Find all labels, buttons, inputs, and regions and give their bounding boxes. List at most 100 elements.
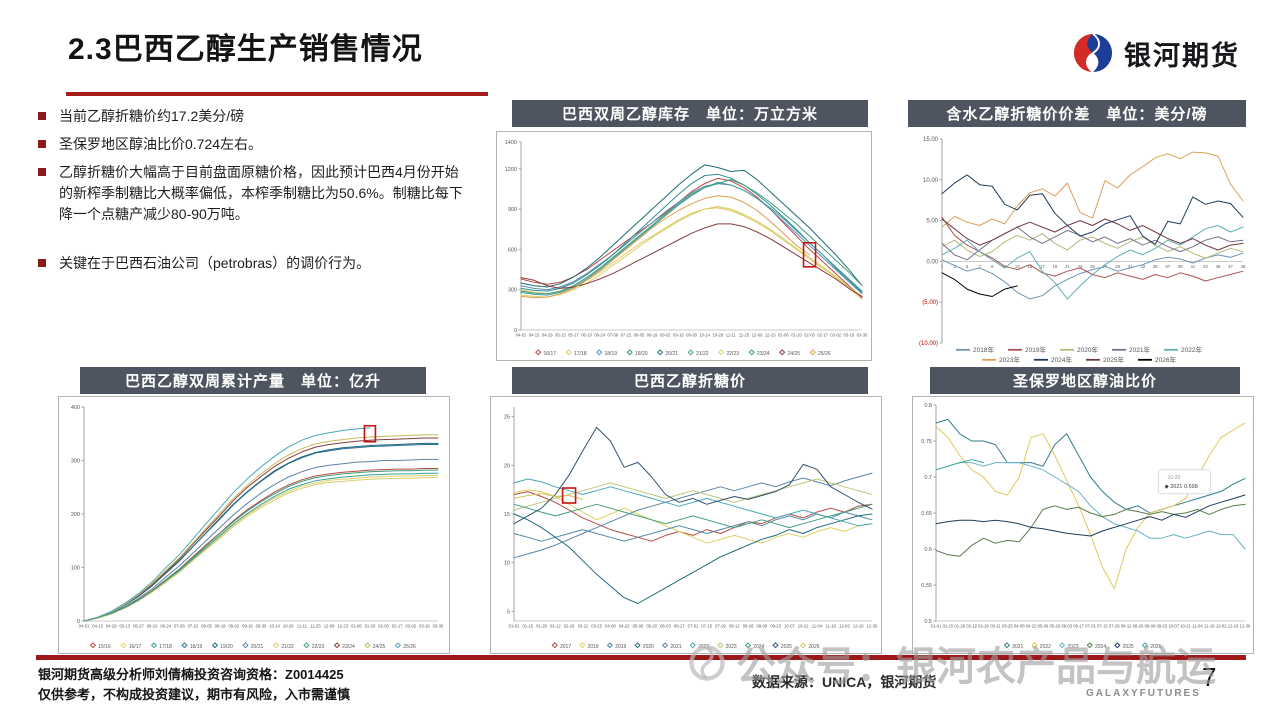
highlight-box	[363, 424, 377, 443]
svg-text:09-09: 09-09	[756, 624, 767, 629]
svg-text:08-05: 08-05	[201, 624, 212, 629]
svg-text:04-01: 04-01	[79, 624, 90, 629]
svg-text:11-11: 11-11	[726, 333, 737, 338]
bullet-text: 当前乙醇折糖价约17.2美分/磅	[59, 108, 245, 124]
svg-text:2023: 2023	[726, 644, 737, 650]
svg-text:03-11: 03-11	[990, 624, 1001, 629]
bullet-marker-icon	[38, 168, 46, 176]
svg-text:07-22: 07-22	[188, 624, 199, 629]
svg-text:20: 20	[504, 463, 510, 469]
svg-text:04-29: 04-29	[106, 624, 117, 629]
svg-text:23: 23	[1078, 264, 1083, 269]
svg-text:05-06: 05-06	[633, 624, 644, 629]
bullet-item: 圣保罗地区醇油比价0.724左右。	[38, 134, 470, 155]
series-line-22/23	[83, 469, 439, 622]
svg-text:07-08: 07-08	[607, 333, 618, 338]
svg-text:06-03: 06-03	[1061, 624, 1072, 629]
svg-text:47: 47	[1228, 264, 1233, 269]
svg-text:2025: 2025	[781, 644, 792, 650]
page-title: 2.3巴西乙醇生产销售情况	[68, 33, 423, 66]
svg-text:09-09: 09-09	[1145, 624, 1156, 629]
svg-text:06-17: 06-17	[1073, 624, 1084, 629]
series-line-19/20	[83, 442, 439, 622]
svg-text:12-23: 12-23	[337, 624, 348, 629]
svg-text:08-19: 08-19	[215, 624, 226, 629]
svg-text:07-22: 07-22	[621, 333, 632, 338]
highlight-box	[802, 242, 817, 268]
series-line-2024年	[941, 174, 1244, 245]
svg-text:01-01: 01-01	[509, 624, 520, 629]
series-line-2020年	[941, 233, 1244, 259]
svg-text:2024: 2024	[753, 644, 764, 650]
svg-text:25: 25	[1090, 264, 1095, 269]
series-line-15/16	[83, 468, 439, 622]
svg-text:0.5: 0.5	[924, 619, 932, 625]
svg-text:08-05: 08-05	[634, 333, 645, 338]
svg-text:2021: 2021	[1012, 644, 1023, 650]
svg-text:24/25: 24/25	[373, 644, 386, 650]
svg-text:03-16: 03-16	[419, 624, 430, 629]
svg-text:11-11: 11-11	[297, 624, 308, 629]
svg-text:2020年: 2020年	[1077, 345, 1098, 354]
svg-text:04-29: 04-29	[542, 333, 553, 338]
bullet-marker-icon	[38, 140, 46, 148]
series-line-2022年	[941, 225, 1244, 300]
svg-text:12-16: 12-16	[1228, 624, 1239, 629]
svg-text:01-29: 01-29	[954, 624, 965, 629]
svg-text:0: 0	[77, 619, 80, 625]
chart-production-canvas: 0 100 200 300 400 04-01 04-15 04-29 05-13 05-27 06…	[58, 396, 450, 654]
bullet-item: 关键在于巴西石油公司（petrobras）的调价行为。	[38, 253, 470, 274]
series-line-23/24	[520, 179, 863, 295]
svg-text:49: 49	[1241, 264, 1246, 269]
svg-text:10-14: 10-14	[269, 624, 280, 629]
svg-text:0: 0	[514, 328, 517, 334]
series-line-21/22	[83, 477, 439, 622]
svg-text:21/22: 21/22	[281, 644, 294, 650]
svg-text:05-27: 05-27	[133, 624, 144, 629]
svg-text:11-25: 11-25	[310, 624, 321, 629]
svg-text:01-06: 01-06	[778, 333, 789, 338]
series-line-17/18	[520, 207, 863, 300]
svg-text:29: 29	[1115, 264, 1120, 269]
svg-text:06-03: 06-03	[660, 624, 671, 629]
svg-text:04-15: 04-15	[529, 333, 540, 338]
svg-text:02-26: 02-26	[564, 624, 575, 629]
svg-text:15/16: 15/16	[98, 644, 111, 650]
svg-text:43: 43	[1203, 264, 1208, 269]
svg-text:01-15: 01-15	[943, 624, 954, 629]
svg-text:19: 19	[1053, 264, 1058, 269]
svg-text:10-21: 10-21	[798, 624, 809, 629]
svg-text:07-29: 07-29	[1109, 624, 1120, 629]
svg-text:08-12: 08-12	[729, 624, 740, 629]
series-line-2020	[513, 513, 873, 604]
svg-text:11-18: 11-18	[825, 624, 836, 629]
svg-text:5: 5	[966, 264, 969, 269]
svg-text:300: 300	[71, 459, 80, 465]
svg-text:05-20: 05-20	[646, 624, 657, 629]
svg-text:09-02: 09-02	[660, 333, 671, 338]
svg-text:04-08: 04-08	[1014, 624, 1025, 629]
svg-text:33: 33	[1140, 264, 1145, 269]
svg-text:01-06: 01-06	[351, 624, 362, 629]
brand-name: 银河期货	[1124, 40, 1240, 71]
svg-text:05-13: 05-13	[119, 624, 130, 629]
svg-text:12-02: 12-02	[1216, 624, 1227, 629]
svg-text:03-11: 03-11	[578, 624, 589, 629]
svg-text:35: 35	[1153, 264, 1158, 269]
svg-text:12-30: 12-30	[1240, 624, 1251, 629]
analyst-credentials: 银河期货高级分析师刘倩楠投资咨询资格：Z0014425	[38, 667, 344, 682]
svg-text:23/24: 23/24	[757, 351, 770, 357]
chart-sugar-price-canvas: 5 10 15 20 25 01-01 01-15 01-29 02-12 02-26 03-11 0…	[490, 396, 882, 654]
svg-text:03-25: 03-25	[591, 624, 602, 629]
svg-text:24/25: 24/25	[788, 351, 801, 357]
svg-text:22/23: 22/23	[727, 351, 740, 357]
series-line-18/19	[520, 183, 863, 295]
svg-text:02-12: 02-12	[966, 624, 977, 629]
series-line-25/26	[520, 195, 810, 299]
series-line-2018	[513, 489, 873, 544]
svg-text:0.75: 0.75	[921, 439, 932, 445]
svg-text:11-04: 11-04	[1192, 624, 1203, 629]
